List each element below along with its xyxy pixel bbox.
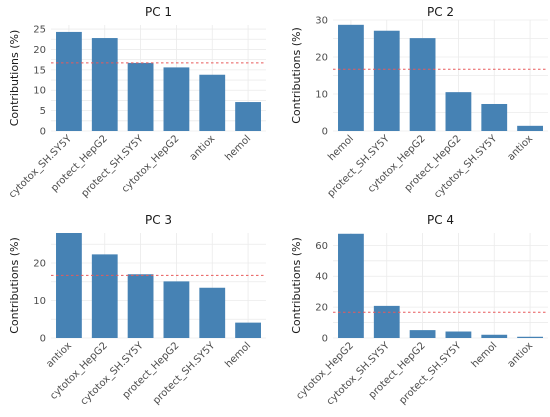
- x-tick-label: protect_SH.SY5Y: [151, 340, 218, 407]
- y-tick-label: 30: [315, 16, 328, 27]
- y-tick-label: 10: [315, 90, 328, 101]
- bar-cytotox_SH.SY5Y: [481, 103, 508, 131]
- y-tick-label: 20: [33, 45, 46, 56]
- x-tick-label: cytotox_SH.SY5Y: [325, 340, 393, 408]
- panel-title: PC 2: [427, 5, 454, 19]
- y-tick-label: 0: [322, 127, 328, 138]
- x-tick-label: protect_SH.SY5Y: [79, 133, 146, 200]
- bar-antiox: [517, 125, 543, 131]
- bar-protect_SH.SY5Y: [445, 331, 472, 338]
- bar-antiox: [56, 233, 82, 338]
- bar-antiox: [517, 336, 543, 338]
- x-tick-label: hemol: [326, 133, 356, 163]
- y-tick-label: 20: [315, 53, 328, 64]
- bar-cytotox_SH.SY5Y: [56, 31, 82, 131]
- bar-cytotox_HepG2: [163, 67, 190, 131]
- y-axis-label: Contributions (%): [290, 27, 303, 124]
- bar-cytotox_SH.SY5Y: [373, 305, 400, 338]
- x-tick-label: antiox: [44, 340, 74, 370]
- y-tick-label: 10: [33, 296, 46, 307]
- bar-hemol: [235, 322, 261, 338]
- y-axis-label: Contributions (%): [8, 237, 21, 334]
- bar-protect_HepG2: [409, 330, 436, 338]
- bar-protect_HepG2: [445, 92, 472, 131]
- y-tick-label: 25: [33, 25, 46, 36]
- x-tick-label: protect_SH.SY5Y: [397, 340, 464, 407]
- bar-cytotox_SH.SY5Y: [127, 274, 154, 338]
- bar-cytotox_HepG2: [91, 254, 118, 338]
- x-tick-label: antiox: [188, 133, 218, 163]
- panel-title: PC 3: [145, 213, 172, 227]
- y-axis-label: Contributions (%): [290, 237, 303, 334]
- y-tick-label: 10: [33, 86, 46, 97]
- bar-protect_SH.SY5Y: [199, 287, 226, 338]
- bar-protect_HepG2: [163, 281, 190, 338]
- y-tick-label: 40: [315, 272, 328, 283]
- panel-pc3: PC 3 Contributions (%) 0 10 20 antioxcytotox_…: [8, 213, 266, 407]
- bar-hemol: [481, 334, 508, 338]
- x-tick-label: cytotox_SH.SY5Y: [79, 340, 147, 408]
- x-tick-label: antiox: [506, 340, 536, 370]
- bar-hemol: [235, 102, 261, 131]
- bar-cytotox_HepG2: [409, 38, 436, 131]
- y-tick-label: 20: [315, 303, 328, 314]
- y-tick-label: 0: [322, 334, 328, 345]
- panel-pc1: PC 1 Contributions (%) 0 5 10 15 20 25 cytotox_S…: [7, 5, 266, 200]
- panel-title: PC 4: [427, 213, 454, 227]
- x-tick-label: cytotox_SH.SY5Y: [432, 133, 500, 201]
- x-tick-label: antiox: [506, 133, 536, 163]
- x-tick-label: hemol: [223, 340, 253, 370]
- panel-pc2: PC 2 Contributions (%) 0 10 20 30 hemolprotect…: [290, 5, 548, 200]
- bar-antiox: [199, 74, 226, 131]
- x-tick-label: hemol: [470, 340, 500, 370]
- y-axis-label: Contributions (%): [8, 30, 21, 127]
- y-tick-label: 20: [33, 259, 46, 270]
- panel-title: PC 1: [145, 5, 172, 19]
- bar-protect_SH.SY5Y: [127, 62, 154, 131]
- x-tick-label: hemol: [223, 133, 253, 163]
- y-tick-label: 0: [40, 127, 46, 138]
- bar-hemol: [338, 24, 364, 132]
- y-tick-label: 15: [33, 65, 46, 76]
- y-tick-label: 0: [40, 334, 46, 345]
- bar-protect_SH.SY5Y: [373, 30, 400, 132]
- x-tick-label: cytotox_SH.SY5Y: [7, 133, 75, 201]
- y-tick-label: 60: [315, 241, 328, 252]
- bar-protect_HepG2: [91, 38, 118, 131]
- y-tick-label: 5: [40, 106, 46, 117]
- bar-cytotox_HepG2: [338, 233, 364, 338]
- x-tick-label: protect_SH.SY5Y: [326, 133, 393, 200]
